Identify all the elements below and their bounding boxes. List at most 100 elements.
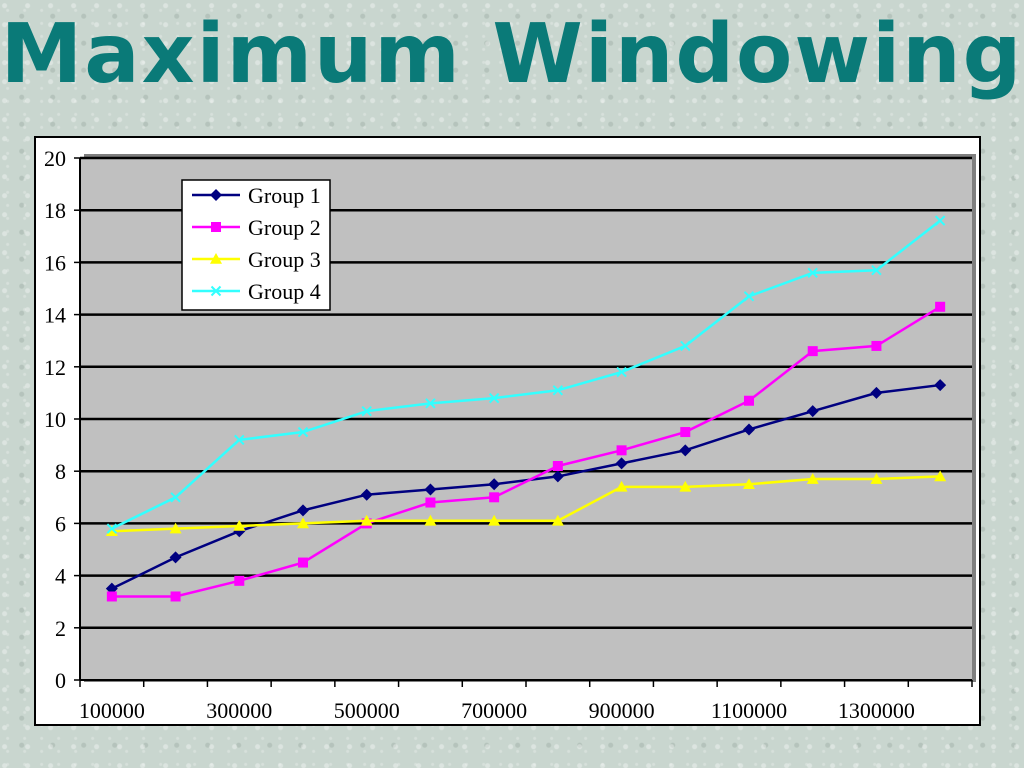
data-point [488,514,501,526]
legend-label: Group 4 [248,279,321,304]
data-point [234,575,245,586]
data-point [934,470,947,482]
y-tick-label: 16 [44,250,66,275]
data-point [680,427,691,438]
data-point [615,457,628,470]
y-tick-label: 20 [44,146,66,171]
data-point [170,492,181,503]
data-point [934,379,947,392]
data-point [425,398,436,409]
data-point [551,514,564,526]
data-point-stroke [680,340,691,352]
data-point [297,517,309,529]
data-point [360,514,373,526]
data-point-stroke [234,434,245,446]
data-point [679,480,692,492]
data-point-stroke [616,366,627,378]
data-point [233,520,246,531]
data-point [870,386,883,399]
data-point-stroke [934,215,946,226]
data-point [489,492,500,503]
series-line [111,475,941,533]
data-point [743,291,755,302]
data-point [807,267,818,279]
data-point [870,473,883,484]
data-point [210,189,222,201]
data-point [552,385,564,396]
series-group [105,215,947,602]
data-point [743,478,755,490]
data-point [106,591,117,602]
data-point [679,444,692,457]
data-point [106,523,118,534]
legend-label: Group 3 [248,247,321,272]
data-point [871,265,882,276]
data-point [424,514,437,526]
data-point [488,392,500,404]
y-tick-label: 4 [55,564,66,589]
data-point [680,340,691,352]
y-tick-label: 2 [55,616,66,641]
data-point-stroke [106,523,118,534]
legend-label: Group 2 [248,215,321,240]
data-point-stroke [807,267,818,279]
data-point [424,483,437,496]
data-point [105,525,118,537]
data-point [169,522,182,534]
data-point [551,470,564,483]
data-point-stroke [488,392,500,404]
series-line [111,219,941,530]
series-3 [105,470,947,537]
y-tick-label: 6 [55,511,66,536]
x-tick-label: 1300000 [838,698,915,723]
data-point [211,222,221,232]
slide-title: Maximum Windowing [0,7,1024,102]
x-tick-label: 300000 [206,698,272,723]
data-point [298,557,308,568]
x-tick-label: 900000 [589,698,655,723]
data-point-stroke [297,426,309,438]
series-4 [106,215,946,534]
y-tick-label: 0 [55,668,66,693]
x-tick-label: 500000 [334,698,400,723]
legend: Group 1 Group 2 Group 3 Group 4 [181,179,331,311]
data-point [552,460,563,471]
data-point [871,340,882,351]
data-point [743,423,755,436]
data-point [934,215,946,226]
data-point [744,395,754,406]
data-point [210,253,222,264]
x-tick-label: 1100000 [711,698,787,723]
data-point [615,480,628,492]
gridlines [80,156,972,630]
legend-box [181,179,331,311]
series-line [111,305,941,598]
axes: 0 2 4 6 8 10 12 14 16 18 20 100000 300000 500000 70000… [44,146,973,723]
y-tick-label: 8 [55,459,66,484]
data-point [807,346,818,357]
y-tick-label: 14 [44,303,66,328]
data-point [297,504,309,517]
data-point-stroke [170,492,181,503]
data-point [234,434,245,446]
data-point-stroke [743,291,755,302]
data-point [488,478,501,491]
data-point-stroke [425,398,436,409]
data-point [297,426,309,438]
data-point [169,551,182,564]
data-point-stroke [210,285,222,297]
data-point-stroke [871,265,882,276]
data-point [806,473,819,484]
data-point-stroke [552,385,564,396]
data-point-stroke [361,405,372,417]
data-point [210,285,222,297]
data-point [806,405,819,418]
data-point [425,497,436,508]
x-tick-label: 100000 [79,698,145,723]
data-point [935,301,946,312]
data-point [170,591,181,602]
y-tick-label: 18 [44,198,66,223]
y-tick-label: 10 [44,407,66,432]
data-point [616,366,627,378]
